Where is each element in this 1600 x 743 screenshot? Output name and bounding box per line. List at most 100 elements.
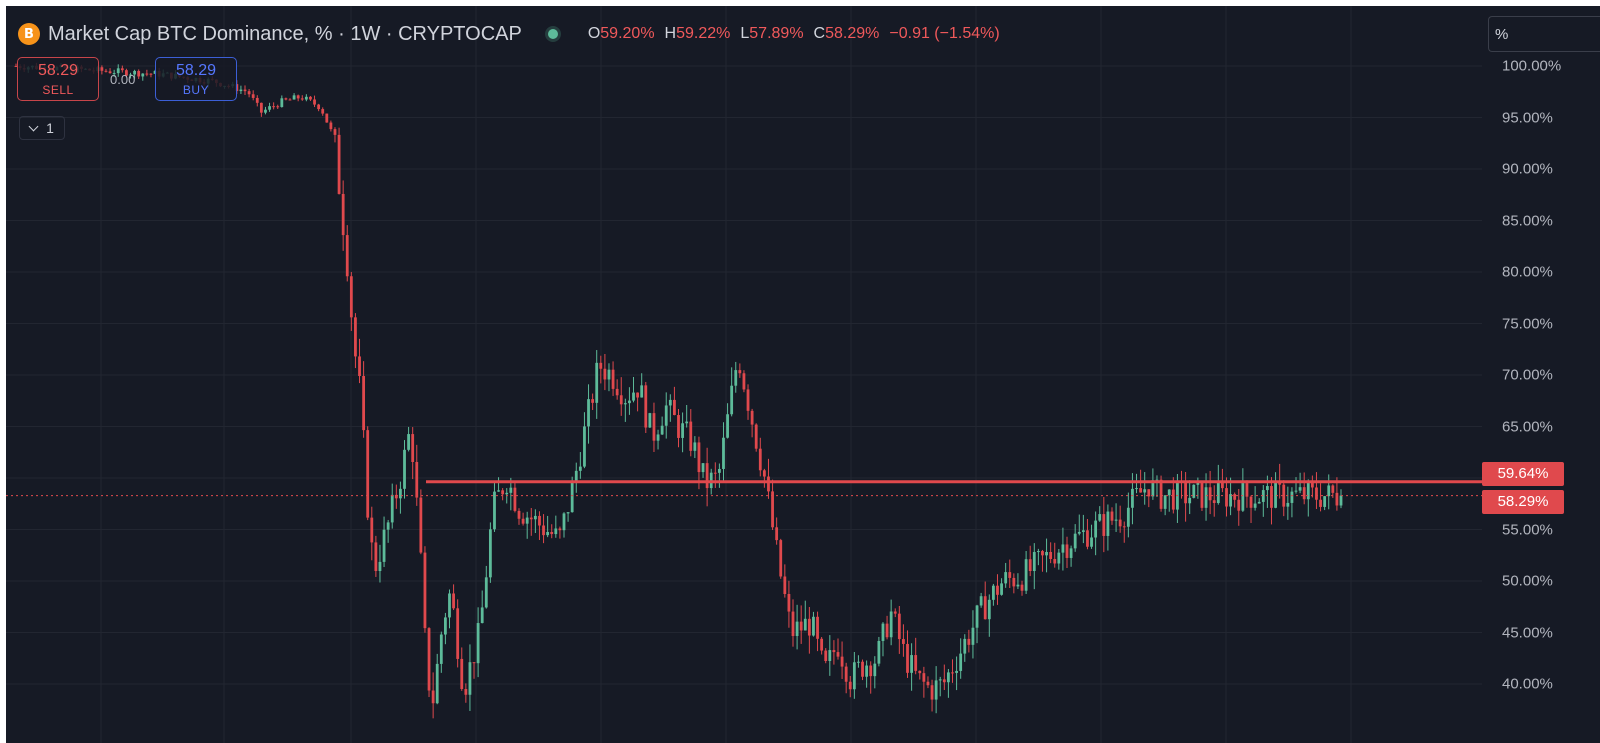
indicators-toggle-button[interactable]: 1 xyxy=(19,116,65,140)
candle-body xyxy=(333,129,337,135)
candle-body xyxy=(1057,552,1061,564)
candle-body xyxy=(337,134,341,194)
candle-body xyxy=(767,476,770,492)
candle-body xyxy=(100,67,104,71)
candle-body xyxy=(726,414,729,438)
candle-body xyxy=(697,442,701,473)
candle-body xyxy=(983,596,987,620)
buy-button[interactable]: 58.29 BUY xyxy=(155,57,237,101)
candle-body xyxy=(407,434,410,450)
candle-body xyxy=(1200,482,1204,508)
candle-body xyxy=(509,487,513,493)
candle-body xyxy=(1323,496,1327,507)
candle-body xyxy=(558,528,562,531)
candle-body xyxy=(1274,480,1277,508)
sell-button[interactable]: 58.29 SELL xyxy=(17,57,99,101)
candle-body xyxy=(681,423,684,438)
candle-body xyxy=(1094,520,1098,538)
candle-body xyxy=(435,663,439,704)
candle-body xyxy=(505,492,509,495)
candle-body xyxy=(488,529,492,578)
candle-body xyxy=(771,491,774,528)
candle-body xyxy=(362,376,366,431)
candle-body xyxy=(897,613,901,640)
candle-body xyxy=(677,415,680,438)
candle-body xyxy=(701,463,705,473)
candle-body xyxy=(640,385,644,398)
candle-body xyxy=(1229,494,1232,507)
close-value: 58.29% xyxy=(825,25,880,42)
candle-body xyxy=(689,421,693,451)
candle-body xyxy=(1319,499,1322,507)
candle-body xyxy=(317,104,321,110)
candle-body xyxy=(861,661,864,677)
candle-body xyxy=(865,665,869,677)
candle-body xyxy=(399,488,402,499)
scale-mode-field[interactable]: % xyxy=(1488,16,1600,52)
candle-body xyxy=(243,89,247,92)
candle-body xyxy=(762,470,766,477)
candle-body xyxy=(304,96,308,100)
candle-body xyxy=(321,109,325,114)
candle-body xyxy=(1208,487,1212,501)
candle-body xyxy=(264,109,267,113)
candle-body xyxy=(844,666,848,682)
chart-panel[interactable]: B Market Cap BTC Dominance, % · 1W · CRY… xyxy=(6,6,1600,743)
candle-body xyxy=(893,611,897,614)
candle-body xyxy=(1098,514,1102,521)
candle-body xyxy=(394,494,398,499)
candle-body xyxy=(881,623,885,641)
candle-body xyxy=(1020,584,1024,591)
candle-body xyxy=(501,490,505,495)
candle-body xyxy=(431,690,435,704)
candle-body xyxy=(685,421,689,424)
candle-body xyxy=(914,655,918,671)
candle-body xyxy=(926,681,930,686)
candle-body xyxy=(971,627,975,645)
candle-body xyxy=(1171,489,1175,510)
candle-body xyxy=(358,356,361,377)
candle-body xyxy=(1286,502,1290,507)
candle-body xyxy=(513,487,517,511)
candle-body xyxy=(538,515,541,526)
candle-body xyxy=(1233,494,1237,500)
candle-body xyxy=(1106,511,1110,536)
candle-body xyxy=(799,621,803,631)
price-chart[interactable] xyxy=(6,6,1600,743)
market-status-dot[interactable] xyxy=(547,29,558,39)
candle-body xyxy=(951,672,954,674)
candle-body xyxy=(309,96,312,100)
candle-body xyxy=(1196,482,1200,485)
candle-body xyxy=(1294,490,1298,492)
candle-body xyxy=(824,650,828,661)
candle-body xyxy=(259,102,263,113)
candle-body xyxy=(439,634,443,664)
candle-body xyxy=(857,661,860,663)
candle-body xyxy=(1143,489,1147,493)
candle-body xyxy=(991,585,995,600)
candle-body xyxy=(717,468,721,473)
candle-body xyxy=(754,424,758,449)
candle-body xyxy=(382,529,386,562)
candle-body xyxy=(791,611,795,637)
candle-body xyxy=(1008,572,1012,578)
candle-body xyxy=(996,585,999,595)
candle-body xyxy=(1049,551,1053,559)
candle-body xyxy=(591,399,595,403)
candle-body xyxy=(1053,558,1057,564)
horizontal-line-price-tag[interactable]: 59.64% xyxy=(1482,461,1564,486)
candle-body xyxy=(448,593,451,618)
y-tick-label: 90.00% xyxy=(1502,160,1553,178)
candle-body xyxy=(1102,514,1106,536)
candle-body xyxy=(1147,489,1151,497)
candle-body xyxy=(955,670,958,673)
candle-body xyxy=(411,434,415,462)
candle-body xyxy=(546,531,550,536)
spread-value: 0.00 xyxy=(110,72,136,87)
high-value: 59.22% xyxy=(676,25,731,42)
candle-body xyxy=(1004,572,1008,584)
candle-body xyxy=(1270,486,1273,508)
candle-body xyxy=(1032,551,1036,572)
symbol-title[interactable]: Market Cap BTC Dominance, % · 1W · CRYPT… xyxy=(48,22,522,45)
chevron-down-icon xyxy=(28,121,39,131)
